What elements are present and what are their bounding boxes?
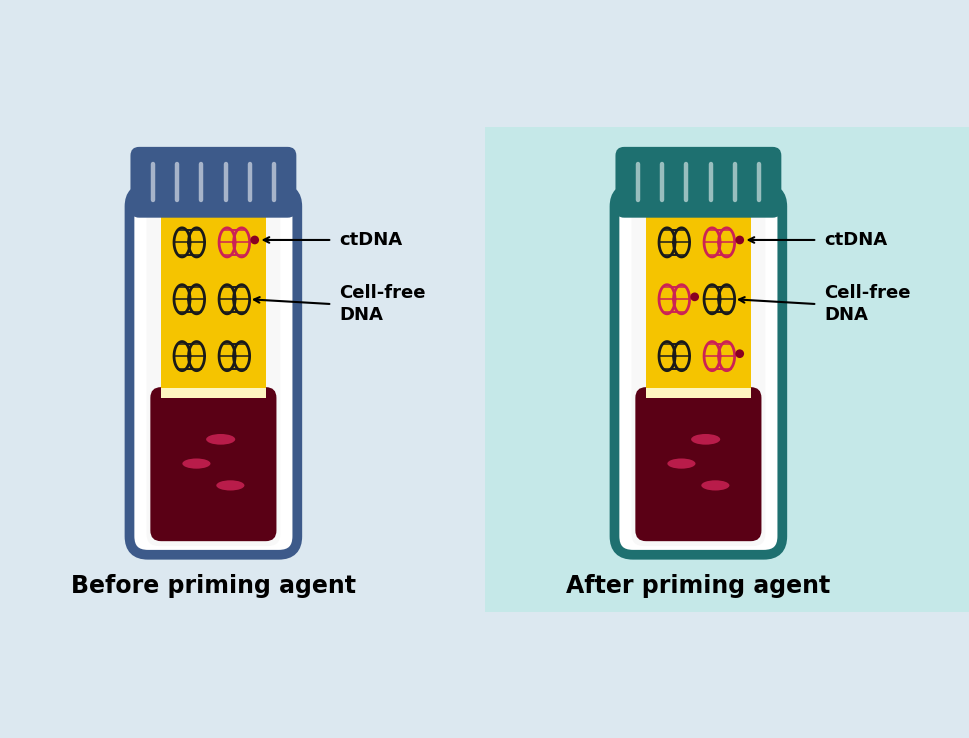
Text: ctDNA: ctDNA (339, 231, 402, 249)
Bar (645, 388, 750, 398)
Ellipse shape (701, 480, 729, 491)
Ellipse shape (667, 458, 695, 469)
Bar (645, 210, 750, 388)
Ellipse shape (690, 434, 719, 445)
Circle shape (690, 292, 699, 301)
Bar (161, 210, 266, 388)
Ellipse shape (182, 458, 210, 469)
FancyBboxPatch shape (130, 188, 297, 555)
FancyBboxPatch shape (631, 194, 765, 546)
Circle shape (735, 349, 743, 358)
FancyBboxPatch shape (150, 387, 276, 541)
Ellipse shape (216, 480, 244, 491)
Text: Cell-free
DNA: Cell-free DNA (339, 284, 425, 324)
FancyBboxPatch shape (130, 147, 297, 218)
FancyBboxPatch shape (614, 147, 781, 218)
Bar (161, 388, 266, 398)
Text: After priming agent: After priming agent (566, 574, 829, 599)
FancyBboxPatch shape (475, 117, 969, 621)
Ellipse shape (205, 434, 234, 445)
FancyBboxPatch shape (0, 117, 494, 621)
Text: Before priming agent: Before priming agent (71, 574, 356, 599)
FancyBboxPatch shape (635, 387, 761, 541)
Text: Cell-free
DNA: Cell-free DNA (824, 284, 910, 324)
Circle shape (735, 235, 743, 244)
Text: ctDNA: ctDNA (824, 231, 887, 249)
FancyBboxPatch shape (614, 188, 781, 555)
FancyBboxPatch shape (146, 194, 280, 546)
Circle shape (250, 235, 259, 244)
